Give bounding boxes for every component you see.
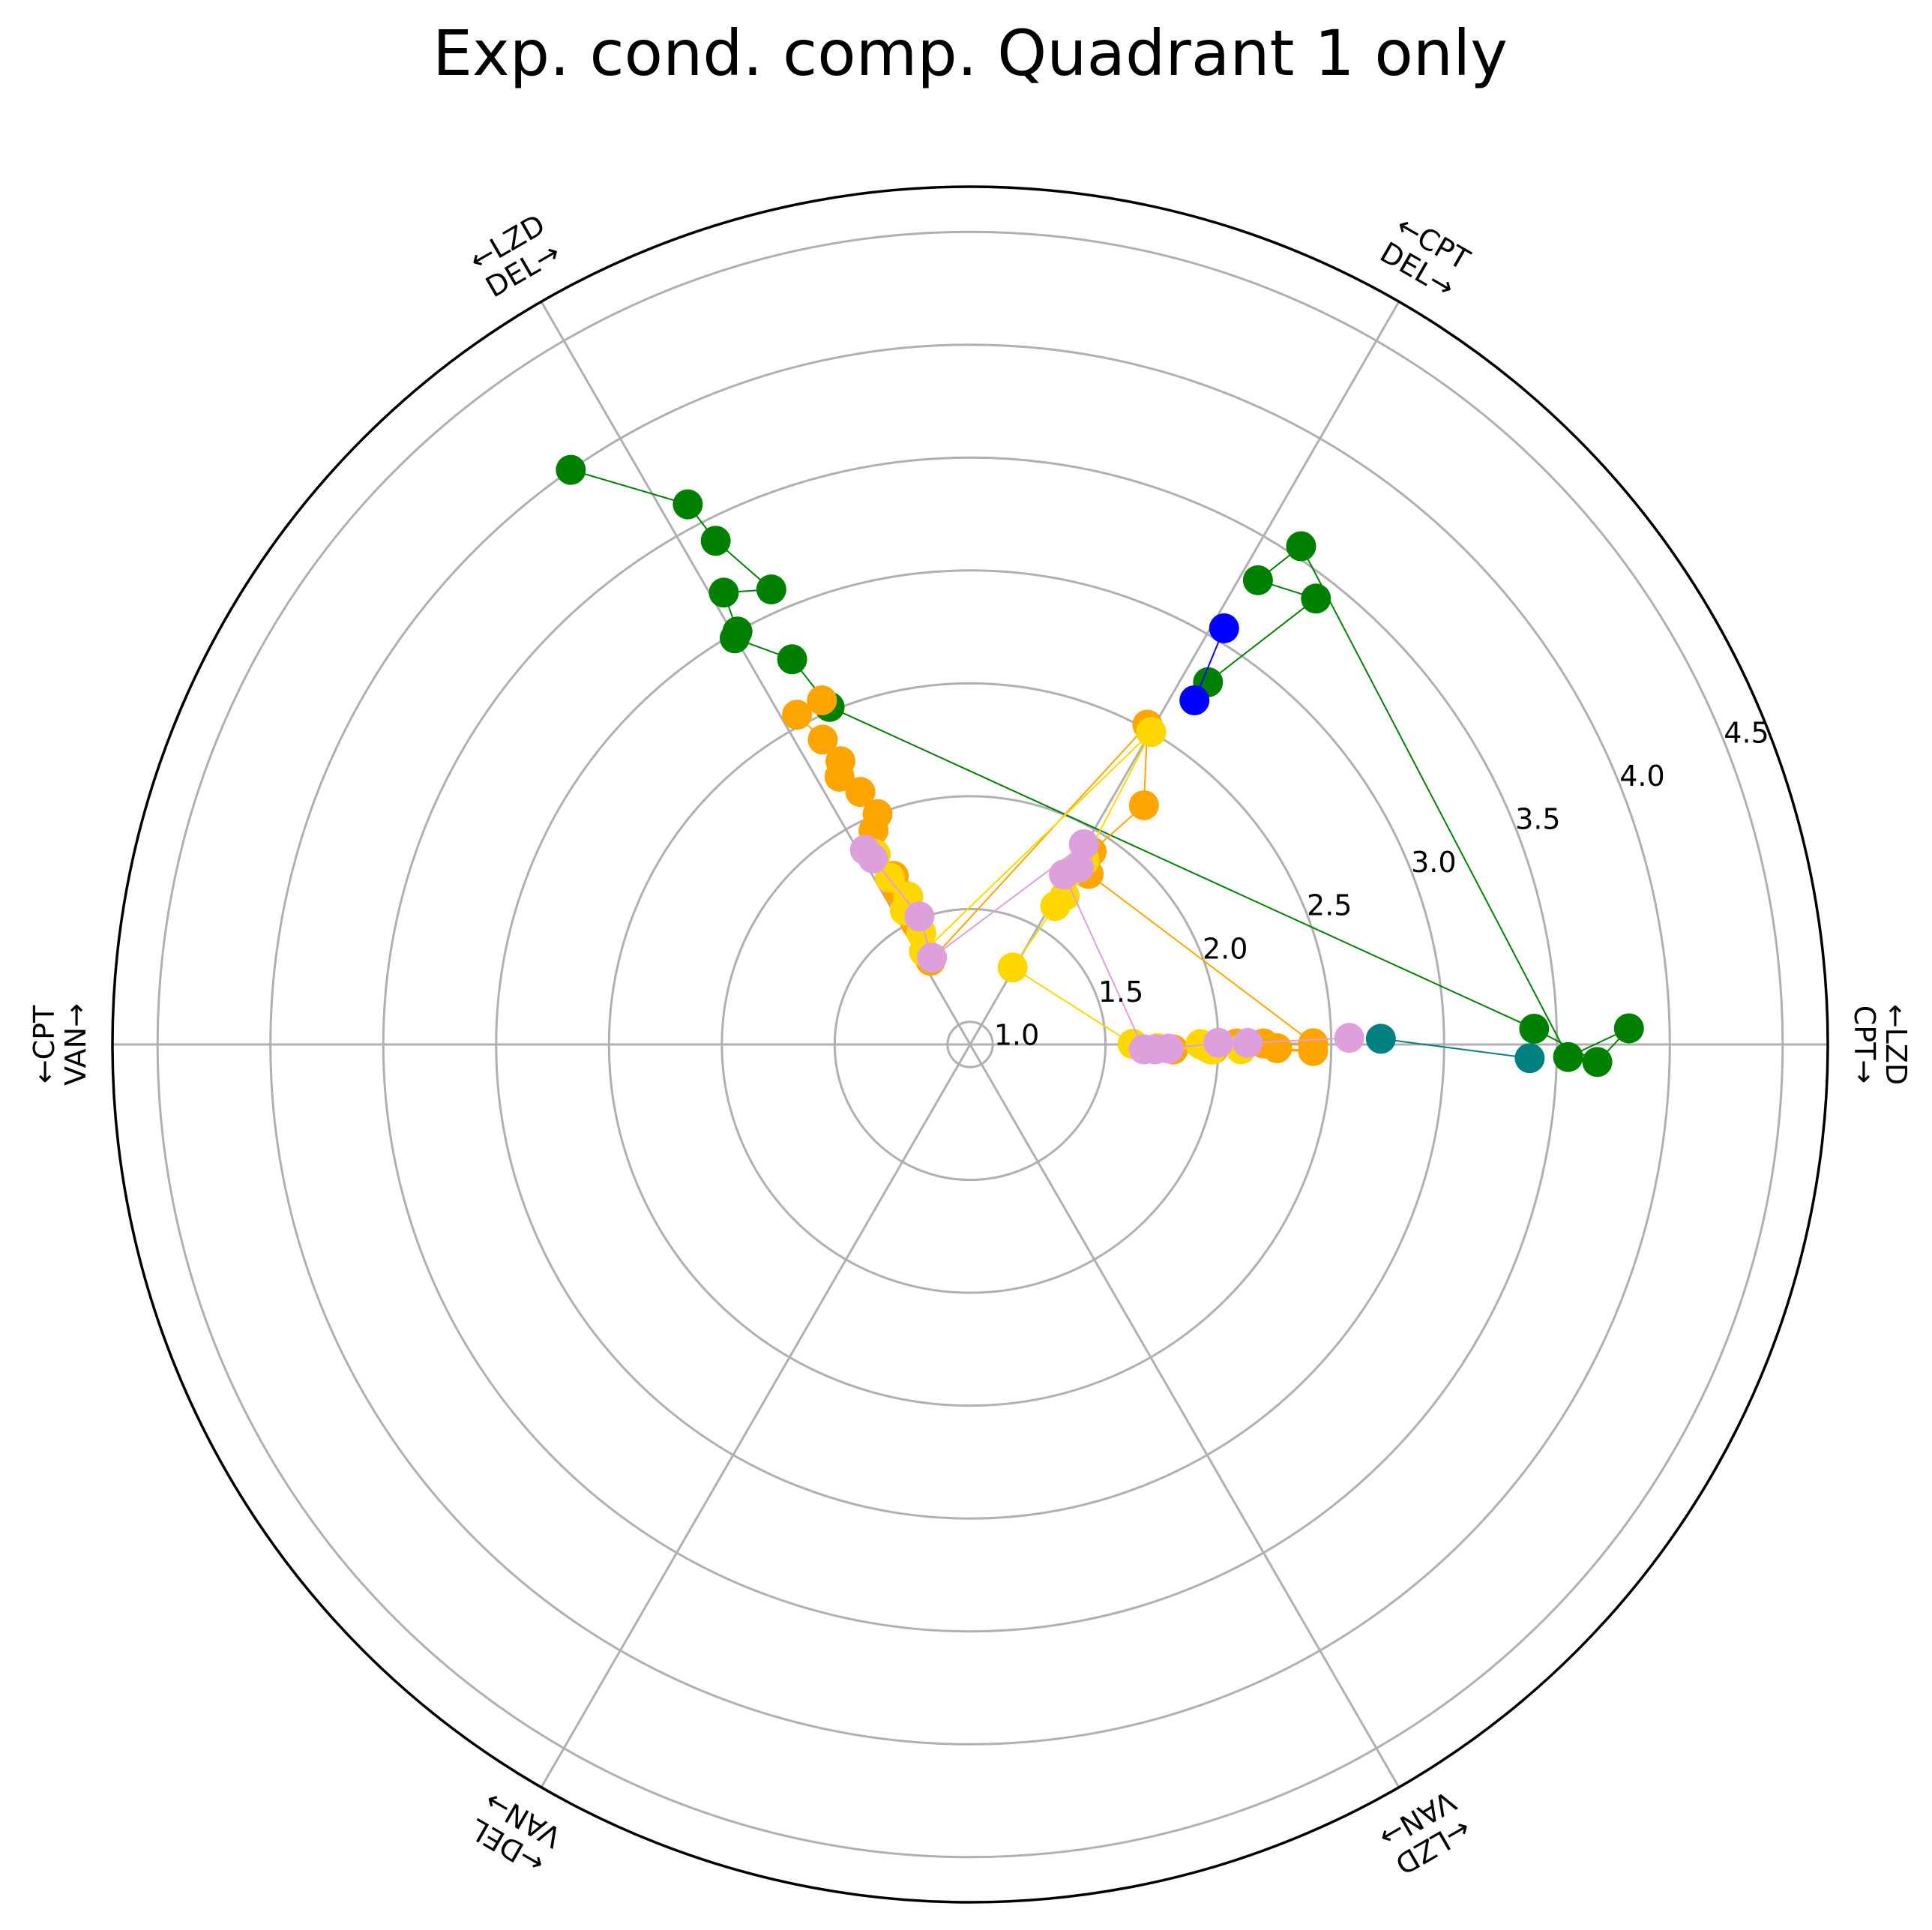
radial-tick-labels: 1.0 1.5 2.0 2.5 3.0 3.5 4.0 4.5 xyxy=(994,716,1769,1051)
series-line-segment xyxy=(829,706,1535,1029)
data-point xyxy=(1153,1033,1184,1064)
series-line-segment xyxy=(1300,546,1569,1058)
theta-label: ←CPT xyxy=(28,1005,61,1083)
data-point xyxy=(777,644,807,675)
theta-label: ←LZD xyxy=(1880,1004,1913,1085)
data-point xyxy=(700,526,731,556)
data-point xyxy=(1136,717,1167,748)
data-point xyxy=(1049,859,1080,890)
theta-gridline xyxy=(969,1044,1400,1788)
r-tick-label: 3.0 xyxy=(1411,846,1456,879)
data-point xyxy=(1301,583,1331,614)
series-line-segment xyxy=(923,731,1152,952)
series-5 xyxy=(849,829,1364,1065)
r-tick-label: 2.0 xyxy=(1203,932,1248,965)
series-line-segment xyxy=(1248,1037,1349,1044)
data-point xyxy=(845,777,876,808)
series-line-segment xyxy=(1380,1038,1530,1059)
data-point xyxy=(1128,790,1159,820)
data-point xyxy=(1040,891,1071,922)
series-4 xyxy=(855,717,1257,1065)
r-tick-label: 4.5 xyxy=(1724,716,1769,749)
data-point xyxy=(1514,1043,1545,1074)
data-point xyxy=(1179,685,1210,716)
series-1 xyxy=(1179,613,1239,716)
data-point xyxy=(719,623,750,654)
data-point xyxy=(1203,1027,1234,1058)
theta-label: VAN→ xyxy=(59,1003,92,1086)
data-point xyxy=(1365,1023,1396,1054)
r-tick-label: 1.0 xyxy=(994,1018,1039,1051)
data-point xyxy=(756,574,786,605)
series-line-segment xyxy=(1063,874,1145,1050)
r-tick-label: 4.0 xyxy=(1619,760,1664,793)
data-point xyxy=(917,943,948,973)
data-point xyxy=(807,724,838,755)
series-line-segment xyxy=(571,469,688,505)
theta-label: CPT→ xyxy=(1848,1005,1881,1084)
data-point xyxy=(1298,1035,1328,1066)
data-point xyxy=(1613,1013,1644,1044)
r-tick-label: 3.5 xyxy=(1515,802,1560,835)
r-tick-label: 2.5 xyxy=(1307,889,1352,922)
data-point xyxy=(782,700,813,730)
data-point xyxy=(1553,1041,1583,1072)
theta-gridline xyxy=(969,301,1400,1045)
data-point xyxy=(556,454,586,485)
data-point xyxy=(904,901,935,932)
data-point xyxy=(1334,1023,1364,1053)
data-point xyxy=(1233,1028,1263,1059)
polar-frame xyxy=(111,185,1829,1904)
data-point xyxy=(1242,565,1273,595)
series-line-segment xyxy=(1088,873,1314,1044)
data-point xyxy=(1582,1047,1613,1077)
series-0 xyxy=(556,454,1644,1077)
data-point xyxy=(807,685,837,716)
data-point xyxy=(1519,1013,1550,1044)
series-2 xyxy=(1365,1023,1545,1074)
theta-gridline xyxy=(540,1044,972,1788)
data-point xyxy=(708,577,739,608)
data-point xyxy=(1262,1033,1292,1064)
data-point xyxy=(858,843,888,874)
data-point xyxy=(997,952,1028,983)
data-point xyxy=(672,489,703,520)
data-point xyxy=(1209,613,1239,643)
series-line-segment xyxy=(1012,966,1134,1045)
data-point xyxy=(824,761,855,792)
series-line-segment xyxy=(930,724,1149,962)
data-series xyxy=(556,454,1644,1077)
data-point xyxy=(1068,829,1099,860)
r-tick-label: 1.5 xyxy=(1098,975,1143,1008)
series-line-segment xyxy=(1207,598,1316,683)
chart-title: Exp. cond. comp. Quadrant 1 only xyxy=(433,16,1508,90)
data-point xyxy=(1286,531,1316,562)
